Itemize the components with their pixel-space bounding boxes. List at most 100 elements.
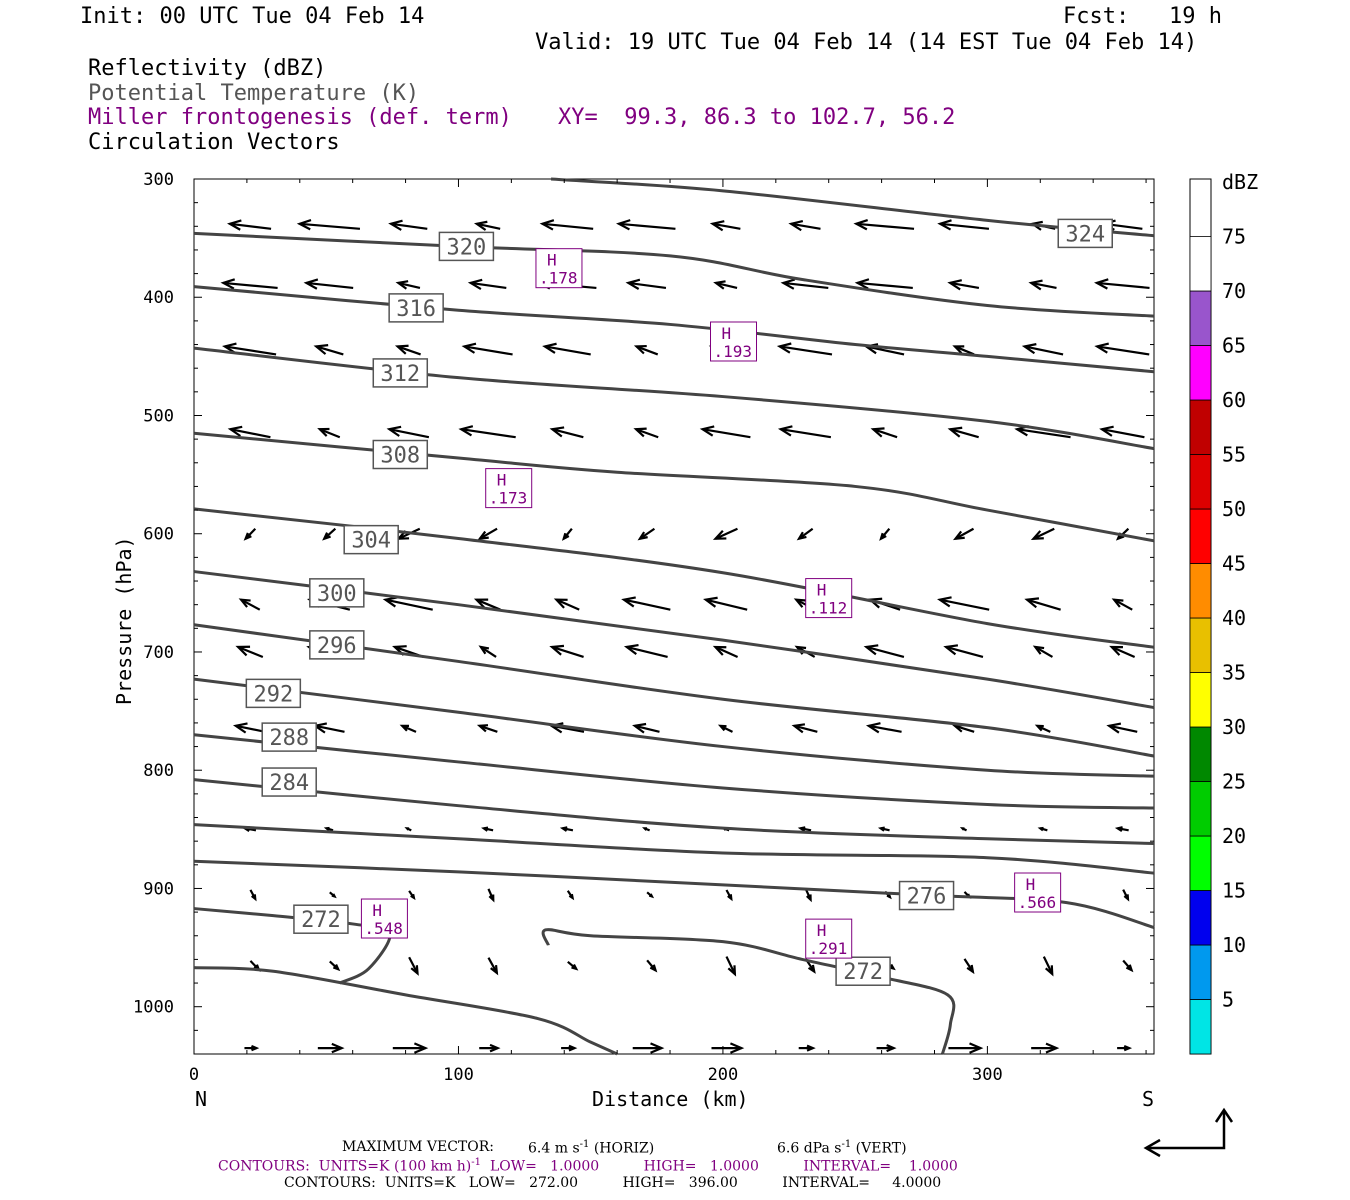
contour-label: 308 [380,444,420,469]
vector-shaft [618,222,676,230]
vector-head [712,645,727,656]
vector-shaft [635,428,659,439]
vector-head [553,598,568,609]
init-time: Init: 00 UTC Tue 04 Feb 14 [80,4,425,29]
vector-shaft [461,428,516,439]
x-tick-label: 300 [972,1065,1003,1085]
theta-contour-292 [193,677,1155,778]
vector-head [476,724,489,733]
high-box [1014,872,1062,913]
vector-shaft [385,598,433,611]
vector-shaft [628,281,667,290]
theta-contour-288 [193,733,1155,810]
vector-shaft [299,222,361,230]
vector-head [399,724,410,732]
vector-head [1030,530,1044,540]
vector-head [886,1044,897,1053]
vector-head [788,219,804,232]
vector-shaft [1026,598,1061,611]
x-tick-label: 200 [708,1065,739,1085]
y-tick-label: 700 [143,643,174,663]
vector-shaft [866,645,905,659]
x-tick-label: 100 [443,1065,474,1085]
contours-theta-info: CONTOURS: UNITS=K LOW= 272.00 HIGH= 396.… [284,1175,942,1191]
vector-shaft [626,645,668,659]
vector-head [458,425,474,437]
vector-head [1028,279,1043,291]
vector-shaft [856,222,915,230]
vector-shaft [872,428,898,439]
vector-shaft [398,281,421,289]
colorbar: 5 10 15 20 25 30 35 40 45 50 55 60 65 70 75 [1189,178,1246,1055]
high-value: .548 [364,919,403,938]
vector-shaft [487,957,498,974]
vector-shaft [779,345,833,356]
vector-head [793,598,807,608]
vector-head [331,893,337,899]
y-tick-label: 400 [143,288,174,308]
vector-shaft [235,724,266,733]
axes: 300 400 500 600 700 800 900 1000 0 100 200 300 [133,170,1154,1085]
vector-shaft [223,281,278,290]
colorbar-level-label: 30 [1222,715,1246,739]
x-axis-end-label: S [1142,1087,1155,1111]
vector-shaft [714,645,739,658]
vector-head [637,531,648,541]
vector-head [388,219,403,231]
colorbar-swatch [1189,563,1212,619]
vector-scale-path [1147,1112,1226,1150]
vector-shaft [479,724,498,733]
contour-label-box [388,293,444,323]
colorbar-swatch [1189,508,1212,564]
vector-head [395,280,409,290]
vector-shaft [306,281,354,290]
vector-shaft [939,222,990,230]
contour-label-box [309,578,365,608]
vector-shaft [230,428,271,439]
y-tick-label: 1000 [133,998,174,1018]
theta-contour-312 [193,346,1155,451]
colorbar-level-label: 35 [1222,661,1246,685]
vector-head [780,278,796,290]
colorbar-swatch [1189,454,1212,510]
contour-label-box [1057,218,1113,249]
colorbar-swatch [1189,236,1212,292]
vector-head [410,893,416,901]
vector-head [549,644,565,656]
vector-shaft [950,428,979,439]
field-theta: Potential Temperature (K) [88,81,420,106]
vector-shaft [712,222,741,230]
vector-shaft [240,598,261,611]
vector-head [865,722,881,734]
vector-head [568,1044,578,1052]
colorbar-level-label: 60 [1222,388,1246,412]
vector-shaft [1034,646,1054,658]
colorbar-swatch [1189,781,1212,837]
vector-head [1024,597,1040,609]
vector-shaft [1096,281,1150,290]
colorbar-swatch [1189,944,1212,1000]
vector-head [854,278,870,290]
vector-head [473,220,488,231]
vector-head [877,826,885,832]
vector-head [232,722,248,734]
colorbar-level-label: 20 [1222,824,1246,848]
vector-head [488,894,495,903]
vector-head [776,342,792,354]
vector-head [1111,598,1124,608]
vector-head [394,344,409,355]
vector-head [727,894,733,902]
vector-head [712,529,727,540]
colorbar-level-label: 45 [1222,552,1246,576]
vector-head [1094,342,1109,354]
colorbar-title: dBZ [1222,170,1259,194]
high-marker: H [817,581,827,600]
vector-shaft [639,527,656,540]
vector-shaft [1111,645,1136,658]
vector-shaft [1101,428,1145,439]
vector-scale-left-arrowhead [1143,1138,1161,1158]
vector-head [649,964,658,973]
vector-head [1094,278,1109,290]
vector-head [791,723,806,734]
